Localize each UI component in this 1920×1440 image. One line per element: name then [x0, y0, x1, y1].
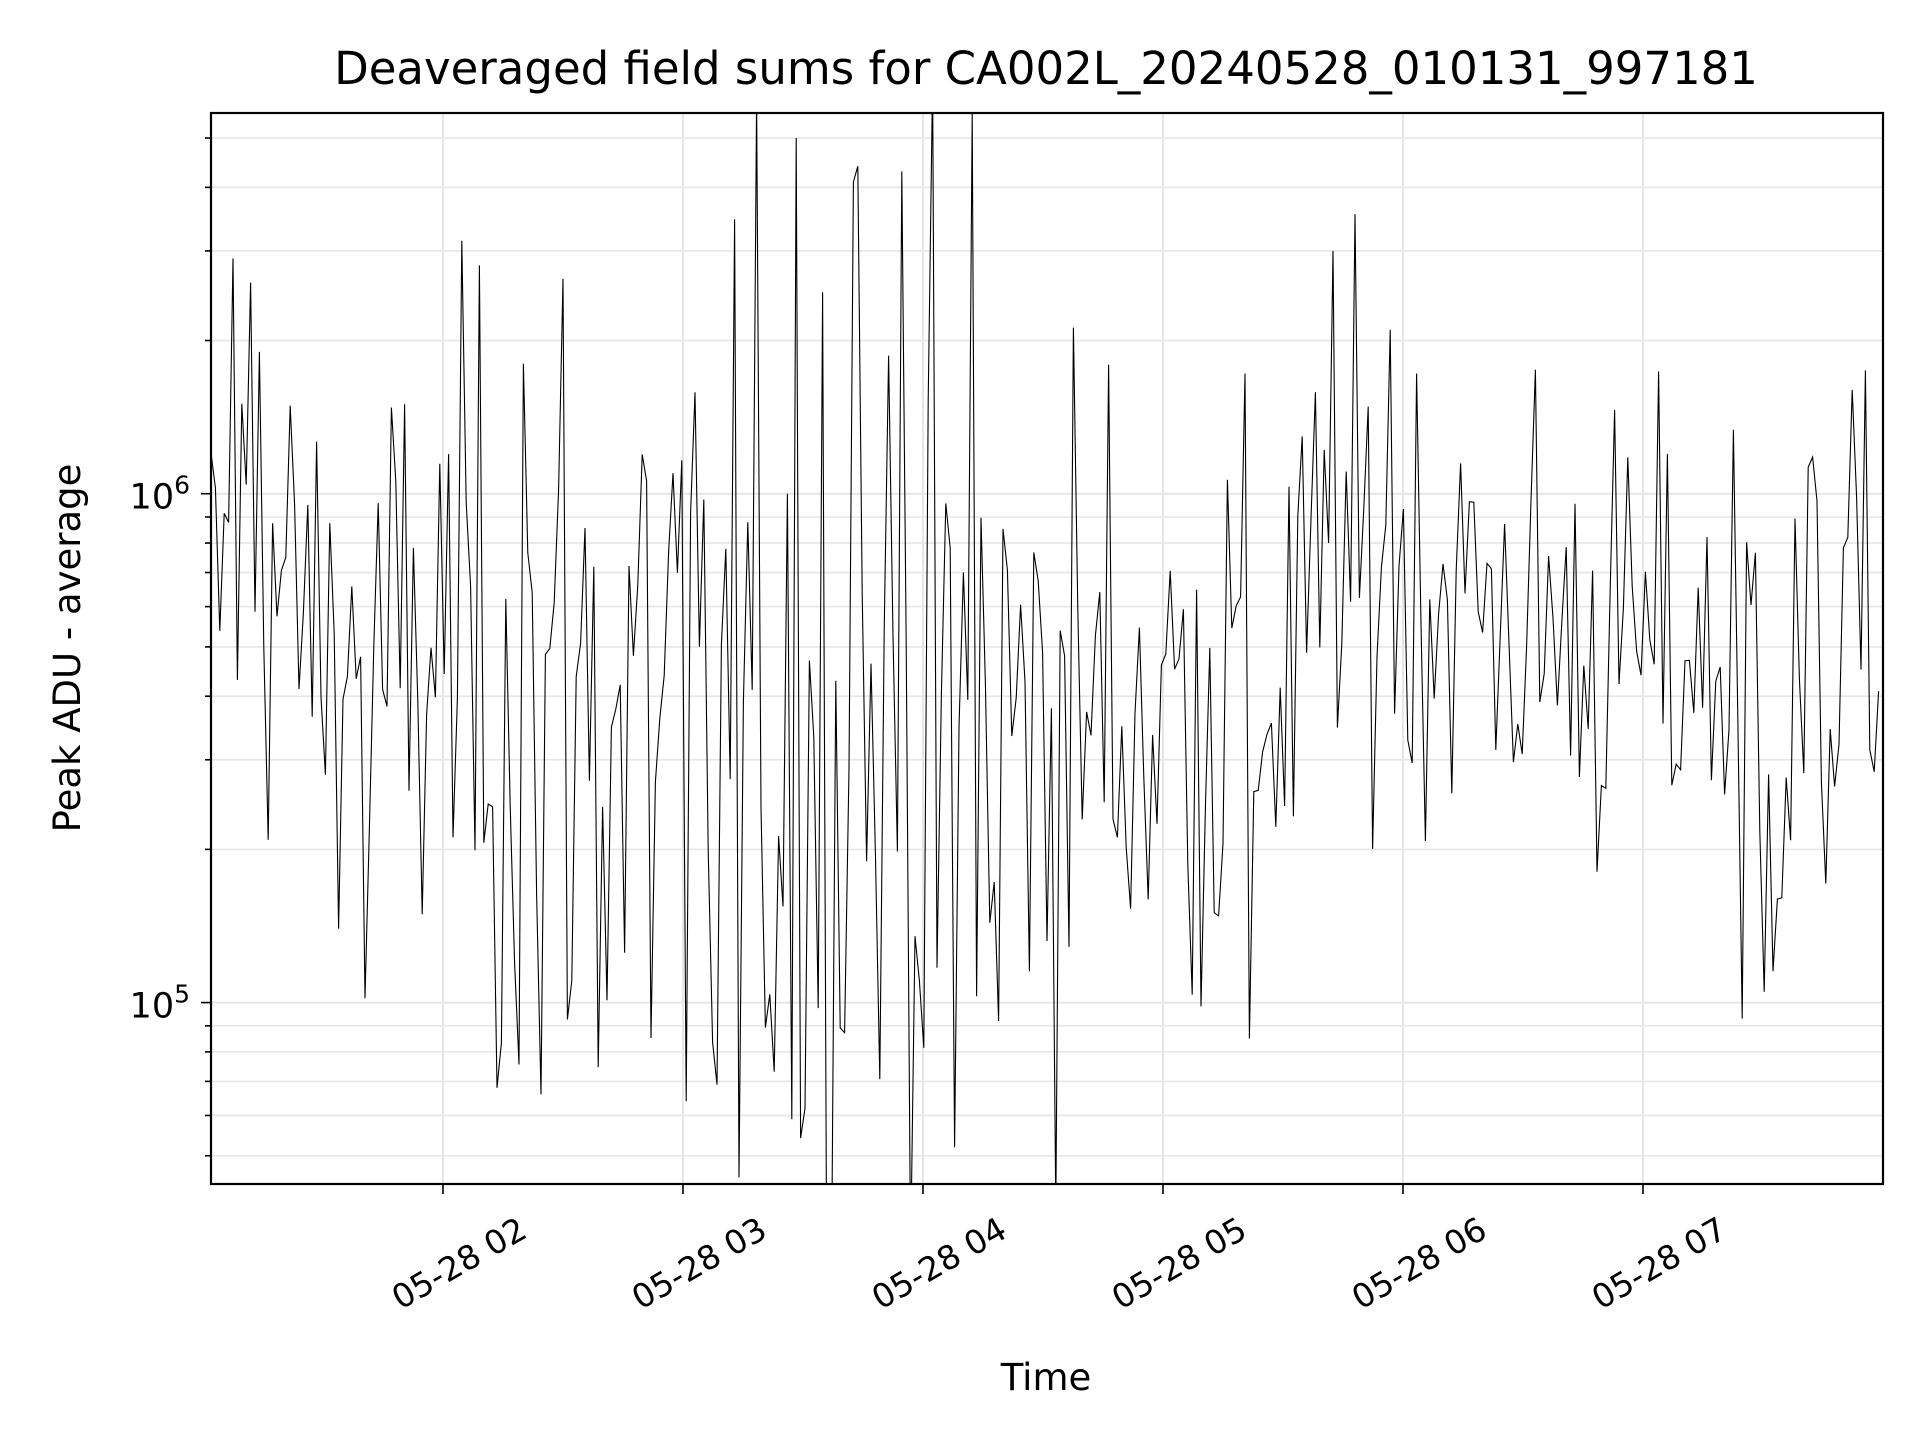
x-tick-label: 05-28 05: [1105, 1209, 1253, 1317]
x-tick-label: 05-28 06: [1345, 1209, 1493, 1317]
chart-title: Deaveraged field sums for CA002L_2024052…: [334, 42, 1758, 95]
x-tick-label: 05-28 03: [625, 1209, 773, 1317]
x-tick-label: 05-28 07: [1585, 1209, 1733, 1317]
series-line: [211, 113, 1880, 1184]
plot-frame: [209, 111, 1885, 1186]
x-tick-label: 05-28 02: [385, 1209, 533, 1317]
grid-lines: [211, 113, 1883, 1184]
x-tick-label: 05-28 04: [865, 1209, 1013, 1317]
plot-area: [211, 113, 1880, 1184]
x-axis-label: Time: [1000, 1356, 1092, 1399]
y-tick-label: 106: [130, 471, 190, 518]
y-axis-label: Peak ADU - average: [46, 464, 89, 833]
axis-ticks: 105 106 05-28 02 05-28 03 05-28 04 05-28 05 05…: [130, 137, 1733, 1317]
y-tick-label: 105: [130, 980, 190, 1027]
